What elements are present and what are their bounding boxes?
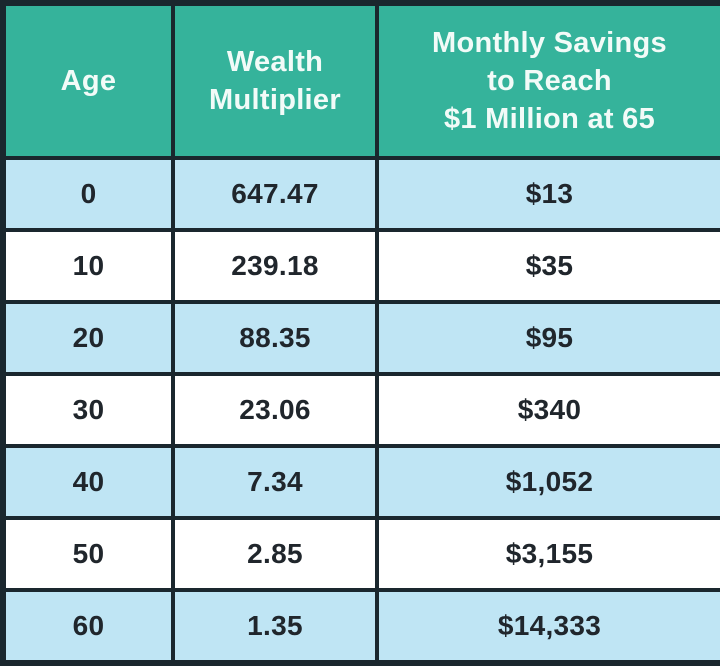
header-age: Age bbox=[1, 1, 175, 160]
age-cell: 10 bbox=[1, 228, 175, 304]
table-row: 60 1.35 $14,333 bbox=[1, 588, 720, 665]
table-row: 30 23.06 $340 bbox=[1, 372, 720, 448]
table-header: Age Wealth Multiplier Monthly Savings to… bbox=[1, 1, 720, 160]
table-row: 50 2.85 $3,155 bbox=[1, 516, 720, 592]
table-row: 10 239.18 $35 bbox=[1, 228, 720, 304]
header-row: Age Wealth Multiplier Monthly Savings to… bbox=[1, 1, 720, 160]
age-cell: 50 bbox=[1, 516, 175, 592]
header-wealth-multiplier: Wealth Multiplier bbox=[171, 1, 379, 160]
table-body: 0 647.47 $13 10 239.18 $35 20 88.35 $95 … bbox=[1, 156, 720, 665]
age-cell: 40 bbox=[1, 444, 175, 520]
header-monthly-savings: Monthly Savings to Reach $1 Million at 6… bbox=[375, 1, 720, 160]
savings-cell: $1,052 bbox=[375, 444, 720, 520]
age-cell: 60 bbox=[1, 588, 175, 665]
savings-cell: $340 bbox=[375, 372, 720, 448]
multiplier-cell: 1.35 bbox=[171, 588, 379, 665]
table-row: 40 7.34 $1,052 bbox=[1, 444, 720, 520]
table-row: 0 647.47 $13 bbox=[1, 156, 720, 232]
age-cell: 30 bbox=[1, 372, 175, 448]
savings-cell: $13 bbox=[375, 156, 720, 232]
table-row: 20 88.35 $95 bbox=[1, 300, 720, 376]
savings-cell: $14,333 bbox=[375, 588, 720, 665]
multiplier-cell: 239.18 bbox=[171, 228, 379, 304]
savings-cell: $95 bbox=[375, 300, 720, 376]
multiplier-cell: 647.47 bbox=[171, 156, 379, 232]
multiplier-cell: 23.06 bbox=[171, 372, 379, 448]
savings-cell: $35 bbox=[375, 228, 720, 304]
age-cell: 0 bbox=[1, 156, 175, 232]
multiplier-cell: 7.34 bbox=[171, 444, 379, 520]
savings-cell: $3,155 bbox=[375, 516, 720, 592]
age-cell: 20 bbox=[1, 300, 175, 376]
multiplier-cell: 2.85 bbox=[171, 516, 379, 592]
multiplier-cell: 88.35 bbox=[171, 300, 379, 376]
